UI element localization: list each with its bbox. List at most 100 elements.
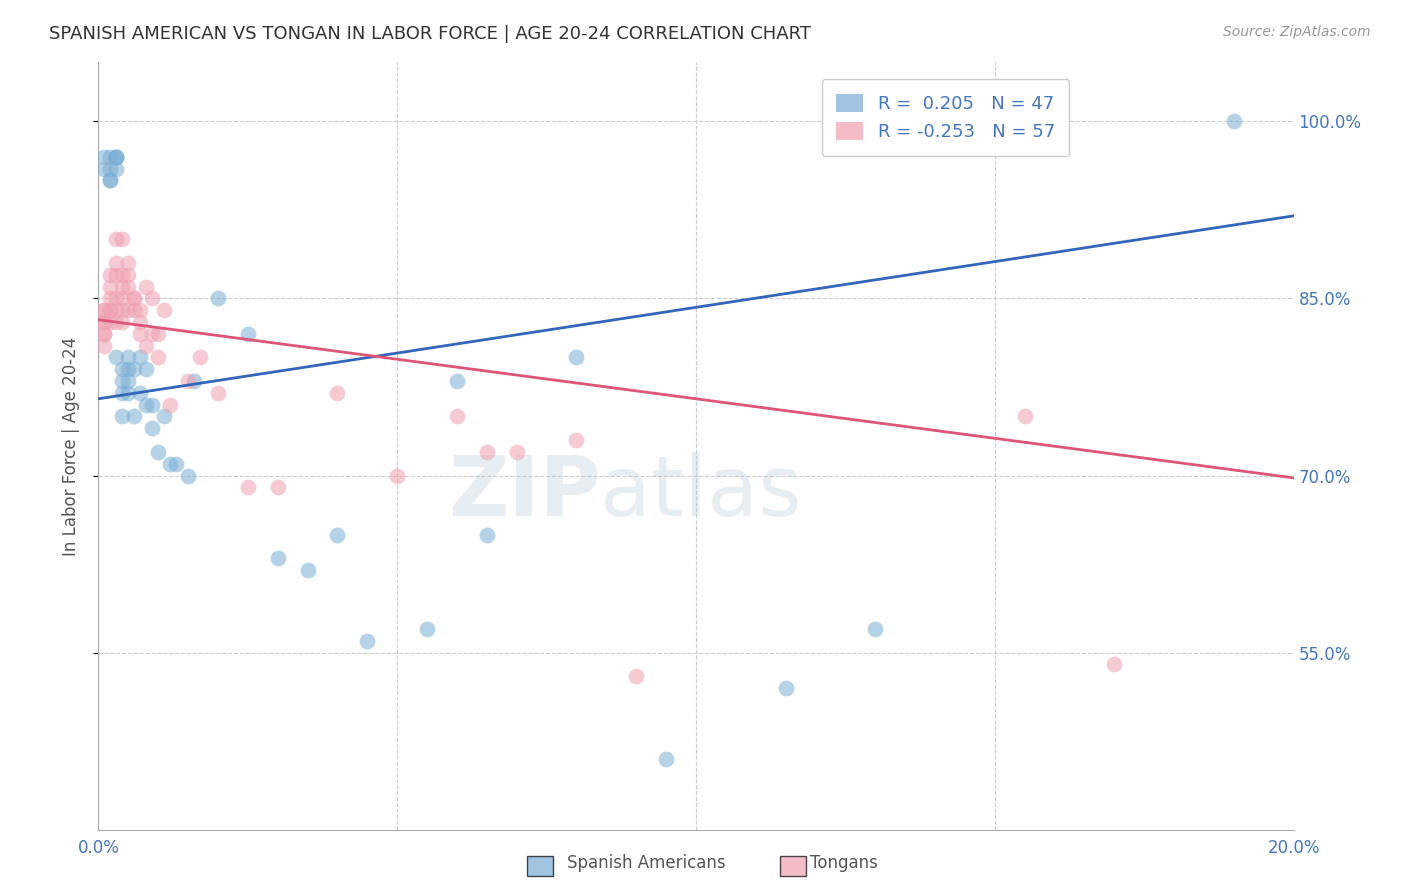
Point: [775, 681, 797, 695]
Point: [105, 150, 128, 164]
Point: [93, 303, 115, 318]
Point: [93, 339, 115, 353]
Point: [117, 374, 139, 388]
Point: [98, 279, 122, 293]
Point: [98, 173, 122, 187]
Point: [236, 326, 259, 341]
Point: [105, 150, 128, 164]
Point: [105, 315, 128, 329]
Point: [356, 633, 378, 648]
Point: [98, 268, 122, 282]
Text: Tongans: Tongans: [810, 855, 877, 872]
Point: [129, 385, 152, 400]
Point: [159, 457, 181, 471]
Point: [117, 351, 139, 365]
Point: [135, 279, 157, 293]
Point: [148, 326, 170, 341]
Point: [124, 409, 146, 424]
Point: [565, 351, 588, 365]
Point: [135, 398, 157, 412]
Point: [111, 303, 134, 318]
Point: [111, 292, 134, 306]
Point: [93, 315, 115, 329]
Point: [267, 480, 290, 494]
Point: [93, 150, 115, 164]
Point: [98, 303, 122, 318]
Point: [865, 622, 887, 636]
Point: [1014, 409, 1036, 424]
Point: [98, 173, 122, 187]
Point: [141, 421, 163, 435]
Point: [124, 292, 146, 306]
Point: [105, 150, 128, 164]
Point: [506, 445, 529, 459]
Point: [1104, 657, 1126, 672]
Point: [105, 161, 128, 176]
Point: [153, 409, 176, 424]
Point: [129, 351, 152, 365]
Point: [207, 385, 229, 400]
Point: [98, 292, 122, 306]
Point: [446, 374, 468, 388]
Point: [655, 752, 678, 766]
Point: [129, 315, 152, 329]
Point: [98, 161, 122, 176]
Point: [93, 326, 115, 341]
Point: [565, 433, 588, 447]
Point: [105, 256, 128, 270]
Text: ZIP: ZIP: [449, 451, 600, 533]
Point: [117, 362, 139, 376]
Point: [111, 409, 134, 424]
Point: [141, 326, 163, 341]
Point: [183, 374, 205, 388]
Point: [385, 468, 409, 483]
Point: [416, 622, 439, 636]
Point: [98, 150, 122, 164]
Text: SPANISH AMERICAN VS TONGAN IN LABOR FORCE | AGE 20-24 CORRELATION CHART: SPANISH AMERICAN VS TONGAN IN LABOR FORC…: [49, 25, 811, 43]
Point: [148, 351, 170, 365]
Point: [267, 551, 290, 566]
Point: [1223, 114, 1246, 128]
Point: [111, 362, 134, 376]
Point: [117, 256, 139, 270]
Point: [236, 480, 259, 494]
Point: [117, 268, 139, 282]
Point: [111, 315, 134, 329]
Text: Source: ZipAtlas.com: Source: ZipAtlas.com: [1223, 25, 1371, 39]
Point: [124, 292, 146, 306]
Point: [111, 268, 134, 282]
Point: [297, 563, 319, 577]
Point: [111, 279, 134, 293]
Point: [93, 326, 115, 341]
Point: [93, 303, 115, 318]
Point: [98, 303, 122, 318]
Point: [105, 303, 128, 318]
Point: [105, 351, 128, 365]
Point: [207, 292, 229, 306]
Point: [165, 457, 187, 471]
Point: [148, 445, 170, 459]
Point: [446, 409, 468, 424]
Point: [105, 268, 128, 282]
Point: [626, 669, 648, 683]
Legend: R =  0.205   N = 47, R = -0.253   N = 57: R = 0.205 N = 47, R = -0.253 N = 57: [821, 79, 1070, 156]
Point: [475, 527, 498, 541]
Point: [111, 374, 134, 388]
Point: [117, 303, 139, 318]
Point: [111, 385, 134, 400]
Point: [177, 468, 200, 483]
Point: [326, 385, 349, 400]
Point: [159, 398, 181, 412]
Point: [124, 362, 146, 376]
Point: [117, 385, 139, 400]
Point: [124, 303, 146, 318]
Point: [93, 315, 115, 329]
Point: [105, 292, 128, 306]
Point: [188, 351, 211, 365]
Point: [475, 445, 498, 459]
Point: [117, 279, 139, 293]
Point: [129, 326, 152, 341]
Point: [141, 292, 163, 306]
Point: [93, 161, 115, 176]
Text: Spanish Americans: Spanish Americans: [568, 855, 725, 872]
